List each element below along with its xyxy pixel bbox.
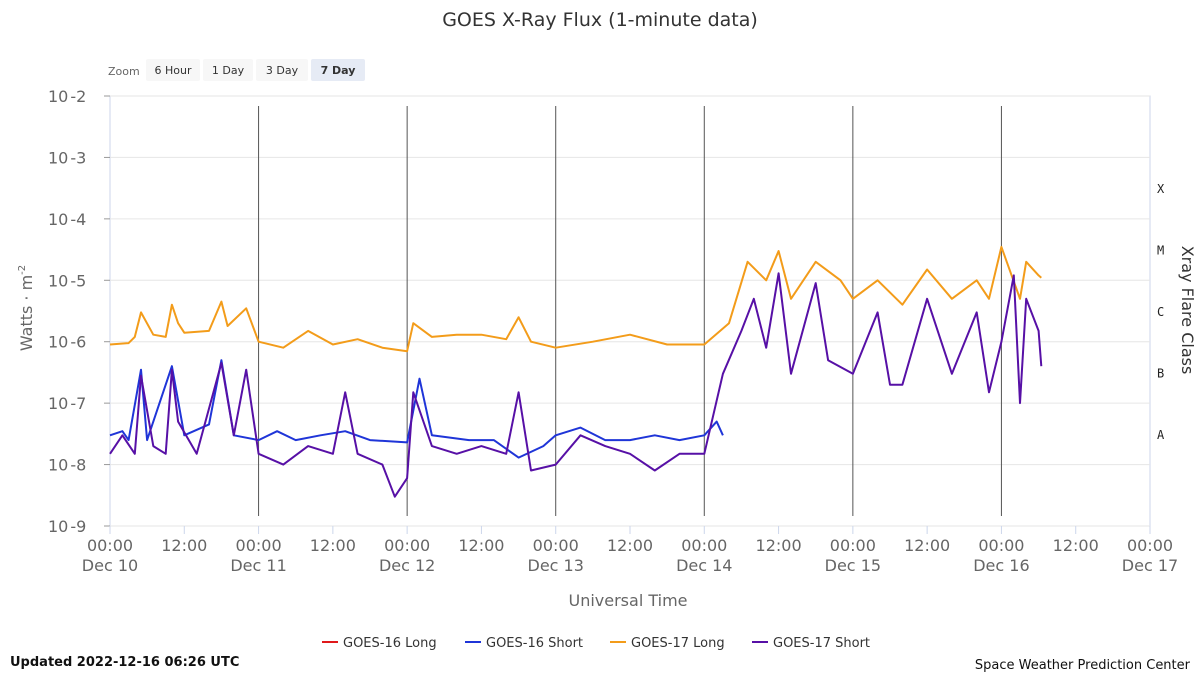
y-tick-label: 10 -7 (48, 394, 86, 413)
x-tick-time: 12:00 (1053, 536, 1099, 555)
x-tick-date: Dec 12 (379, 556, 435, 575)
flare-class-c: C (1157, 305, 1164, 319)
y-tick-label: 10 -3 (48, 148, 86, 167)
y-tick-label: 10 -6 (48, 333, 86, 352)
series-line-goes-17-long (109, 245, 1042, 353)
zoom-button-7-day[interactable]: 7 Day (311, 59, 365, 81)
y-tick-label: 10 -4 (48, 210, 86, 229)
x-tick-date: Dec 11 (230, 556, 286, 575)
x-tick-time: 12:00 (756, 536, 802, 555)
flare-class-a: A (1157, 428, 1165, 442)
x-tick-date: Dec 13 (528, 556, 584, 575)
plot-frame (109, 95, 1151, 527)
y-tick-label: 10 -8 (48, 456, 86, 475)
x-tick-time: 00:00 (236, 536, 282, 555)
x-tick-date: Dec 17 (1122, 556, 1178, 575)
zoom-button-label: 3 Day (266, 64, 299, 77)
y-tick-label: 10 -9 (48, 517, 86, 536)
x-tick-time: 00:00 (978, 536, 1024, 555)
x-tick-time: 12:00 (458, 536, 504, 555)
zoom-button-label: 6 Hour (155, 64, 192, 77)
chart-title: GOES X-Ray Flux (1-minute data) (442, 9, 758, 31)
y-tick-label: 10 -5 (48, 271, 86, 290)
zoom-button-bg (311, 59, 365, 81)
x-tick-date: Dec 16 (973, 556, 1029, 575)
x-tick-time: 00:00 (533, 536, 579, 555)
x-tick-time: 12:00 (310, 536, 356, 555)
zoom-button-label: 1 Day (212, 64, 245, 77)
x-tick-date: Dec 14 (676, 556, 732, 575)
zoom-button-bg (203, 59, 253, 81)
zoom-button-1-day[interactable]: 1 Day (203, 59, 253, 81)
x-tick-time: 00:00 (681, 536, 727, 555)
legend-item-goes-17-long[interactable]: GOES-17 Long (610, 636, 725, 651)
x-tick-date: Dec 15 (825, 556, 881, 575)
zoom-control: Zoom 6 Hour 1 Day 3 Day 7 Day (108, 59, 365, 81)
legend-item-goes-16-short[interactable]: GOES-16 Short (465, 636, 583, 651)
y-axis-ticks: 10-2 10-3 10-4 10-5 10-6 10-7 10-8 10-9 (48, 87, 110, 536)
x-tick-time: 00:00 (830, 536, 876, 555)
series-lines (109, 245, 1043, 498)
x-tick-time: 12:00 (607, 536, 653, 555)
legend-label: GOES-17 Short (773, 636, 870, 651)
credit-text: Space Weather Prediction Center (975, 658, 1191, 673)
legend-item-goes-17-short[interactable]: GOES-17 Short (752, 636, 870, 651)
y2-axis-label: Xray Flare Class (1178, 246, 1197, 375)
zoom-label: Zoom (108, 65, 140, 78)
y-axis-label: Watts · m-2 (17, 265, 36, 351)
series-line-goes-17-short (109, 272, 1043, 498)
x-tick-time: 00:00 (384, 536, 430, 555)
x-tick-time: 12:00 (904, 536, 950, 555)
flare-class-m: M (1157, 244, 1164, 258)
zoom-button-6-hour[interactable]: 6 Hour (146, 59, 200, 81)
updated-timestamp: Updated 2022-12-16 06:26 UTC (10, 655, 239, 670)
y-tick-label: 10 -2 (48, 87, 86, 106)
x-tick-time: 12:00 (161, 536, 207, 555)
x-tick-time: 00:00 (1127, 536, 1173, 555)
zoom-button-label: 7 Day (321, 64, 356, 77)
legend: GOES-16 Long GOES-16 Short GOES-17 Long GOE… (322, 636, 870, 651)
zoom-button-bg (146, 59, 200, 81)
series-line-goes-16-short (109, 359, 724, 459)
zoom-button-3-day[interactable]: 3 Day (256, 59, 308, 81)
flare-class-labels: X M C B A (1157, 182, 1165, 442)
legend-item-goes-16-long[interactable]: GOES-16 Long (322, 636, 437, 651)
x-axis-label: Universal Time (568, 591, 687, 610)
legend-label: GOES-17 Long (631, 636, 725, 651)
legend-label: GOES-16 Long (343, 636, 437, 651)
x-tick-date: Dec 10 (82, 556, 138, 575)
legend-label: GOES-16 Short (486, 636, 583, 651)
zoom-button-bg (256, 59, 308, 81)
plot-area[interactable] (109, 95, 1151, 527)
flare-class-x: X (1157, 182, 1165, 196)
flare-class-b: B (1157, 366, 1164, 380)
x-tick-time: 00:00 (87, 536, 133, 555)
